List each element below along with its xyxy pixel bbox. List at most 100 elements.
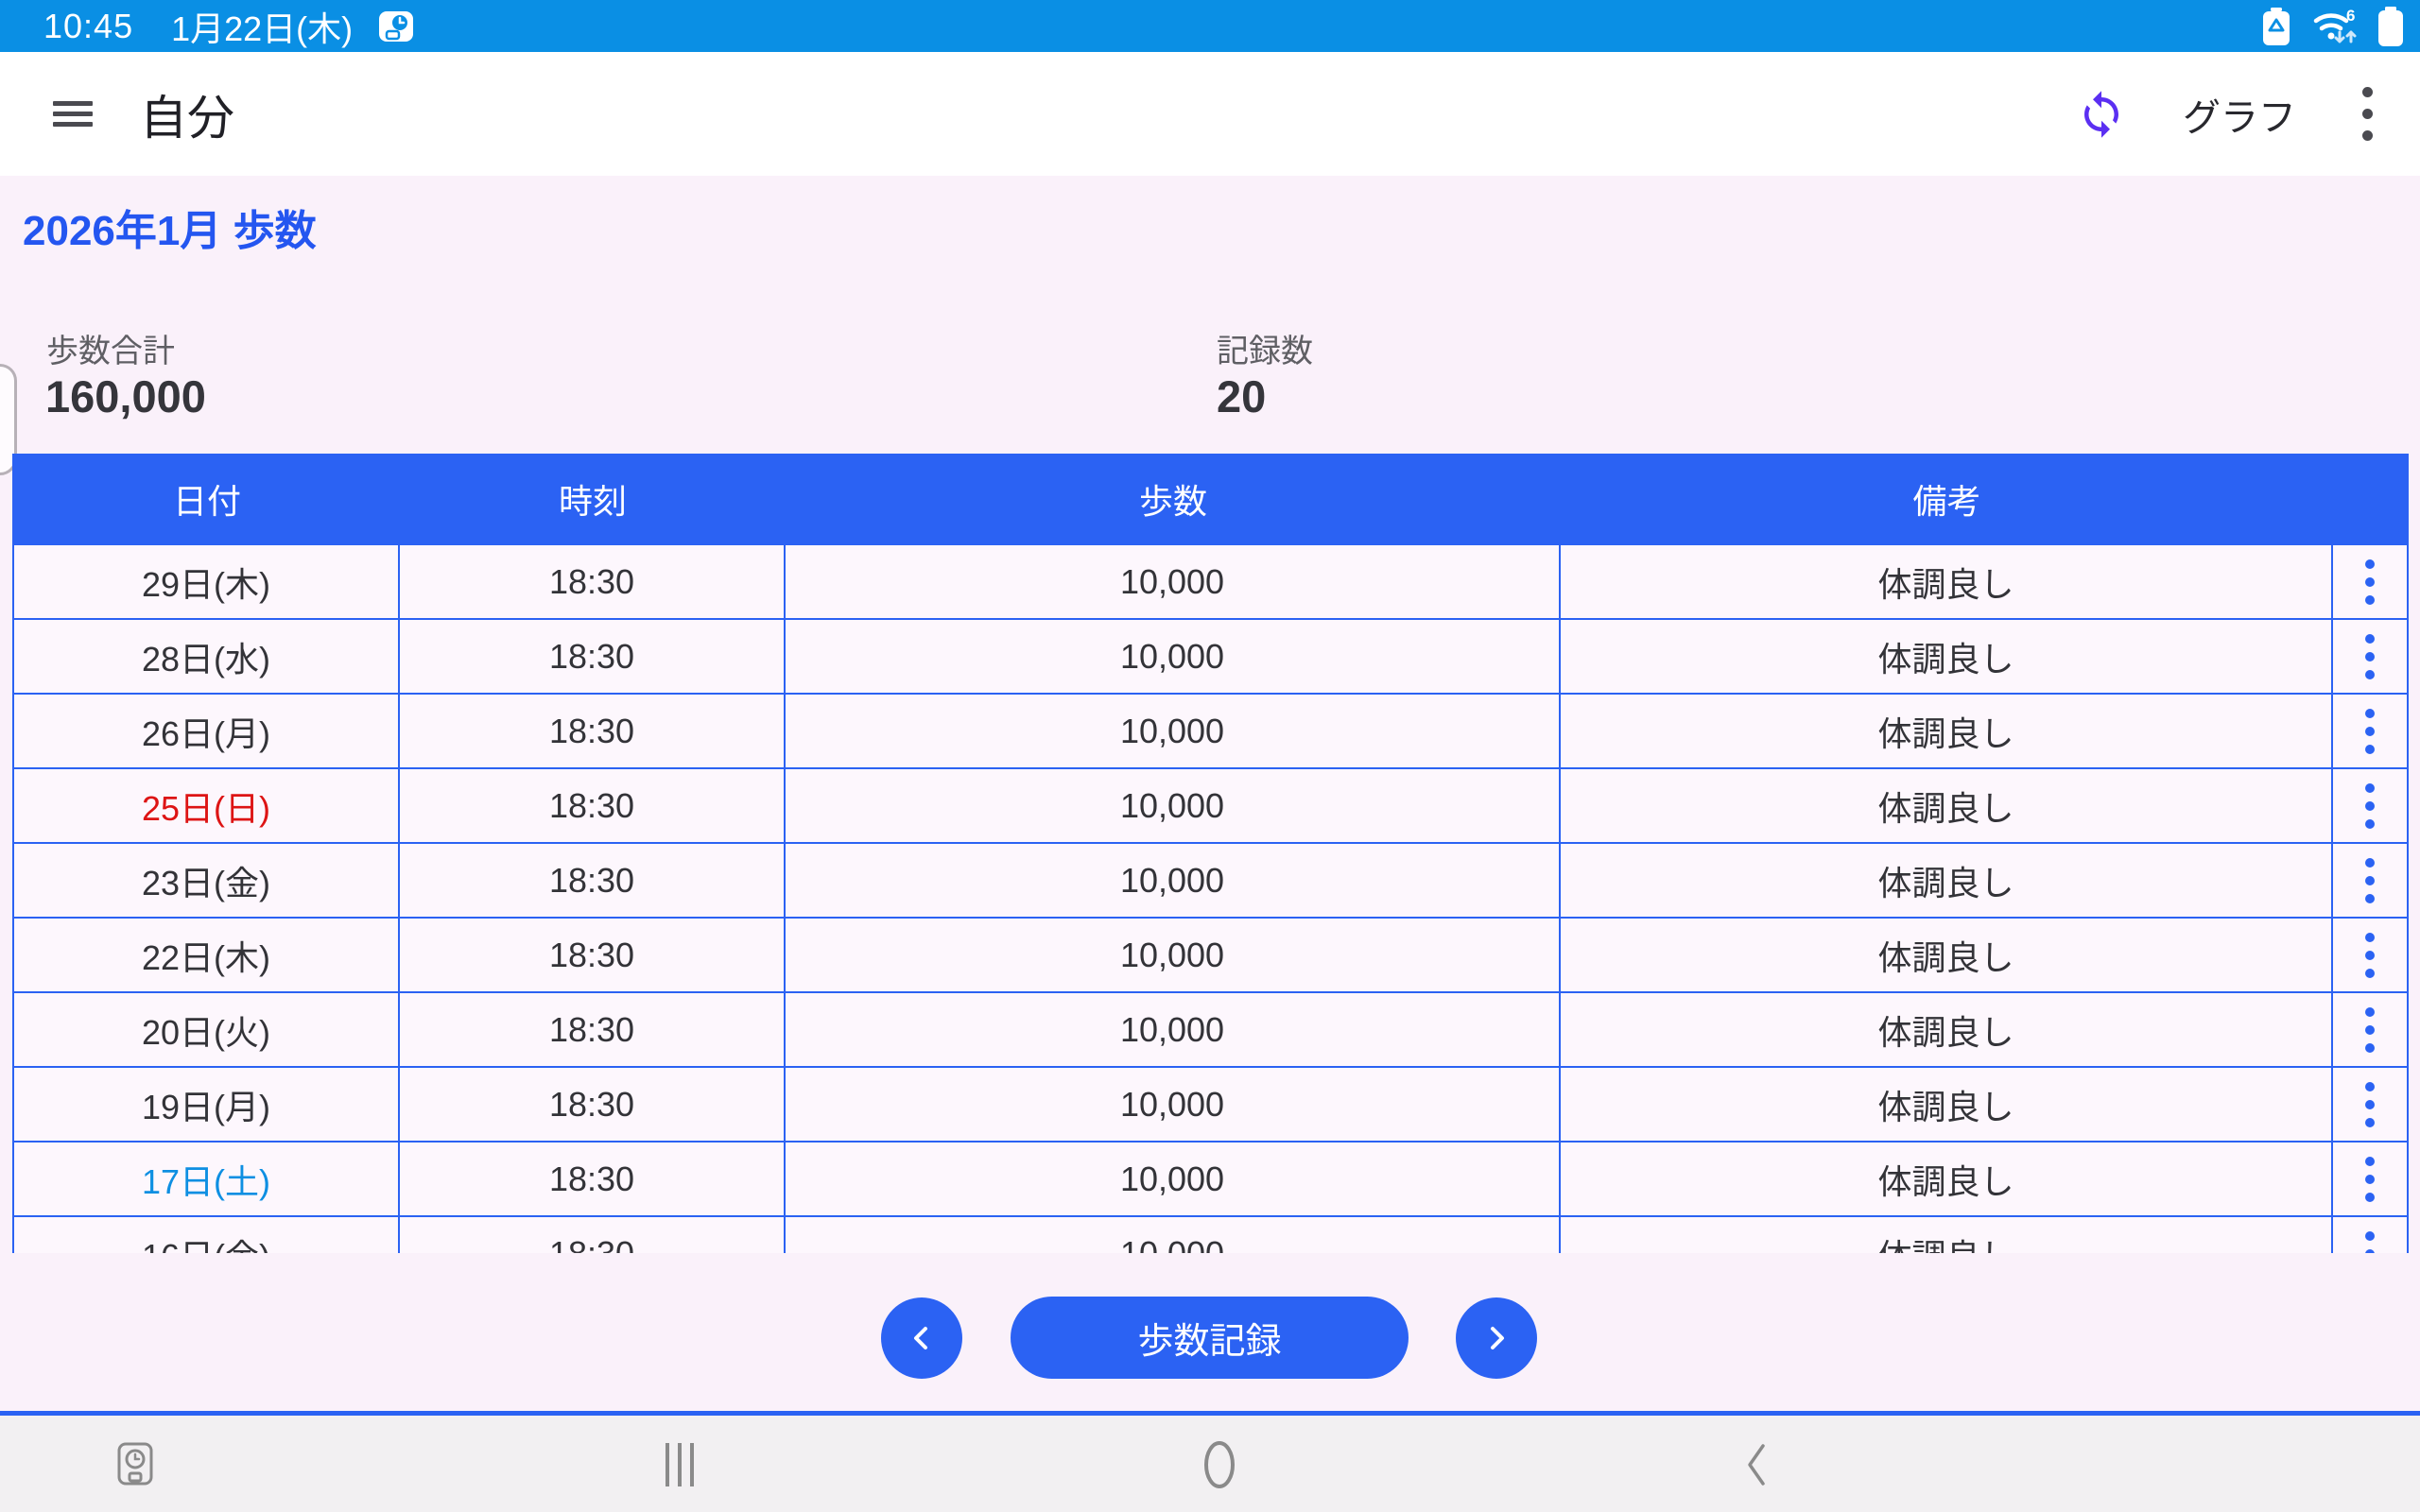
table-body: 29日(木) 18:30 10,000 体調良し 28日(水) 18:30 10… — [14, 543, 2407, 1253]
cell-time: 18:30 — [400, 620, 786, 693]
wifi6-icon: 6 — [2313, 7, 2357, 43]
cell-steps: 10,000 — [786, 1143, 1561, 1215]
total-steps-value: 160,000 — [45, 371, 206, 421]
total-steps-label: 歩数合計 — [46, 334, 175, 369]
cell-note: 体調良し — [1561, 545, 2333, 618]
cell-note: 体調良し — [1561, 620, 2333, 693]
column-header-note: 備考 — [1912, 481, 1981, 521]
screenshot-clock-icon[interactable] — [112, 1440, 159, 1487]
record-count-value: 20 — [1217, 371, 1267, 421]
table-row[interactable]: 20日(火) 18:30 10,000 体調良し — [14, 991, 2407, 1066]
page-title: 自分 — [140, 91, 234, 145]
system-nav-bar — [0, 1416, 2420, 1512]
chevron-right-icon — [1491, 1327, 1504, 1349]
back-icon[interactable] — [1736, 1440, 1777, 1489]
table-row[interactable]: 26日(月) 18:30 10,000 体調良し — [14, 693, 2407, 767]
cell-time: 18:30 — [400, 844, 786, 917]
cell-steps: 10,000 — [786, 919, 1561, 991]
cell-steps: 10,000 — [786, 1068, 1561, 1141]
status-date: 1月22日(木) — [171, 9, 354, 48]
sync-icon — [2084, 90, 2118, 138]
cell-steps: 10,000 — [786, 1217, 1561, 1253]
cell-time: 18:30 — [400, 545, 786, 618]
home-icon[interactable] — [1199, 1440, 1240, 1489]
cell-date: 17日(土) — [14, 1143, 400, 1215]
status-time: 10:45 — [43, 6, 134, 45]
cell-note: 体調良し — [1561, 1217, 2333, 1253]
status-right-icons: 6 — [2259, 0, 2405, 52]
cell-date: 28日(水) — [14, 620, 400, 693]
clock-app-notification-icon — [377, 8, 415, 45]
row-menu-icon[interactable] — [2356, 1073, 2384, 1137]
cell-steps: 10,000 — [786, 620, 1561, 693]
cell-note: 体調良し — [1561, 844, 2333, 917]
overflow-menu-icon[interactable] — [2362, 87, 2373, 141]
recents-icon[interactable] — [666, 1443, 694, 1486]
record-count-label: 記録数 — [1217, 334, 1313, 369]
cell-note: 体調良し — [1561, 1068, 2333, 1141]
cell-time: 18:30 — [400, 769, 786, 842]
hamburger-menu-icon[interactable] — [53, 101, 93, 127]
cell-time: 18:30 — [400, 993, 786, 1066]
record-steps-button[interactable]: 歩数記録 — [1011, 1297, 1409, 1379]
row-menu-icon[interactable] — [2356, 923, 2384, 988]
cell-note: 体調良し — [1561, 769, 2333, 842]
row-menu-icon[interactable] — [2356, 550, 2384, 614]
cell-time: 18:30 — [400, 919, 786, 991]
table-row[interactable]: 17日(土) 18:30 10,000 体調良し — [14, 1141, 2407, 1215]
table-header-row: 日付 時刻 歩数 備考 — [14, 454, 2407, 543]
cell-note: 体調良し — [1561, 993, 2333, 1066]
row-menu-icon[interactable] — [2356, 1222, 2384, 1253]
row-menu-icon[interactable] — [2356, 774, 2384, 838]
cell-time: 18:30 — [400, 1068, 786, 1141]
cell-date: 23日(金) — [14, 844, 400, 917]
svg-text:6: 6 — [2346, 7, 2355, 25]
row-menu-icon[interactable] — [2356, 699, 2384, 764]
cell-date: 20日(火) — [14, 993, 400, 1066]
row-menu-icon[interactable] — [2356, 998, 2384, 1062]
cell-steps: 10,000 — [786, 769, 1561, 842]
refresh-button[interactable] — [2075, 88, 2128, 141]
month-heading: 2026年1月 歩数 — [23, 208, 317, 254]
cell-date: 22日(木) — [14, 919, 400, 991]
cell-time: 18:30 — [400, 1217, 786, 1253]
cell-time: 18:30 — [400, 1143, 786, 1215]
table-row[interactable]: 29日(木) 18:30 10,000 体調良し — [14, 543, 2407, 618]
battery-icon — [2378, 6, 2403, 46]
cell-note: 体調良し — [1561, 919, 2333, 991]
steps-table: 日付 時刻 歩数 備考 29日(木) 18:30 10,000 体調良し 28日… — [12, 454, 2409, 1253]
cell-date: 29日(木) — [14, 545, 400, 618]
table-row[interactable]: 25日(日) 18:30 10,000 体調良し — [14, 767, 2407, 842]
cell-date: 19日(月) — [14, 1068, 400, 1141]
footer-divider — [0, 1411, 2420, 1416]
graph-button[interactable]: グラフ — [2183, 96, 2296, 139]
cell-time: 18:30 — [400, 695, 786, 767]
cell-date: 16日(金) — [14, 1217, 400, 1253]
column-header-steps: 歩数 — [1138, 481, 1207, 521]
cell-steps: 10,000 — [786, 993, 1561, 1066]
next-month-button[interactable] — [1456, 1297, 1537, 1379]
row-menu-icon[interactable] — [2356, 1147, 2384, 1211]
app-bar: 自分 グラフ — [0, 52, 2420, 176]
cell-date: 25日(日) — [14, 769, 400, 842]
battery-saver-icon — [2263, 7, 2290, 45]
row-menu-icon[interactable] — [2356, 625, 2384, 689]
column-header-actions — [2333, 454, 2407, 543]
cell-date: 26日(月) — [14, 695, 400, 767]
table-row[interactable]: 19日(月) 18:30 10,000 体調良し — [14, 1066, 2407, 1141]
table-row[interactable]: 23日(金) 18:30 10,000 体調良し — [14, 842, 2407, 917]
cell-steps: 10,000 — [786, 545, 1561, 618]
chevron-left-icon — [914, 1327, 927, 1349]
cell-note: 体調良し — [1561, 695, 2333, 767]
table-row[interactable]: 22日(木) 18:30 10,000 体調良し — [14, 917, 2407, 991]
cell-steps: 10,000 — [786, 844, 1561, 917]
prev-month-button[interactable] — [881, 1297, 962, 1379]
table-row[interactable]: 16日(金) 18:30 10,000 体調良し — [14, 1215, 2407, 1253]
cell-note: 体調良し — [1561, 1143, 2333, 1215]
column-header-date: 日付 — [172, 481, 241, 521]
row-menu-icon[interactable] — [2356, 849, 2384, 913]
table-row[interactable]: 28日(水) 18:30 10,000 体調良し — [14, 618, 2407, 693]
status-bar: 10:45 1月22日(木) 6 — [0, 0, 2420, 52]
column-header-time: 時刻 — [558, 481, 627, 521]
